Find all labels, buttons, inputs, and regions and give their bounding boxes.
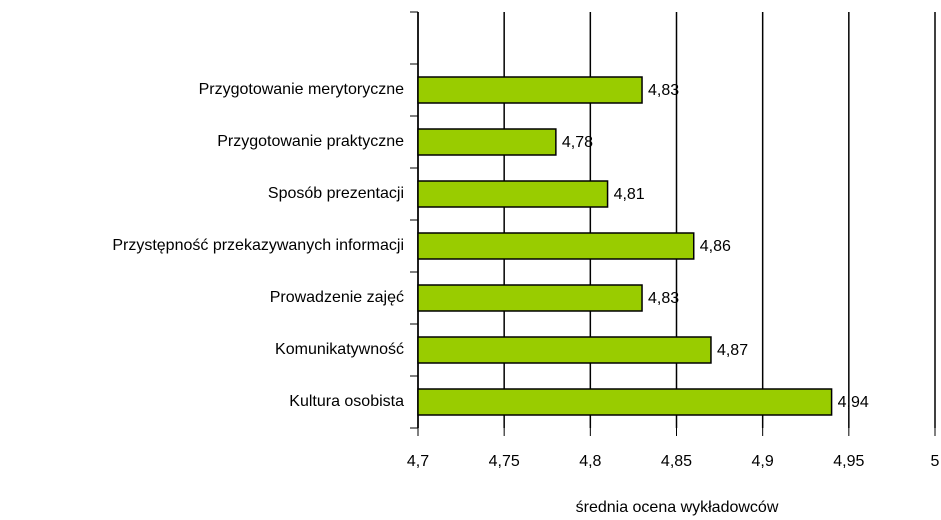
y-tick-label: Prowadzenie zajęć: [270, 289, 404, 306]
bar: [417, 76, 643, 104]
y-tick-label: Przystępność przekazywanych informacji: [112, 237, 404, 254]
y-tick-label: Sposób prezentacji: [268, 185, 404, 202]
x-tick-label: 4,85: [661, 453, 692, 470]
x-tick-label: 4,95: [833, 453, 864, 470]
x-tick-label: 4,9: [752, 453, 774, 470]
value-label: 4,83: [648, 290, 679, 307]
y-tick-label: Przygotowanie praktyczne: [217, 133, 404, 150]
y-tick-label: Kultura osobista: [289, 393, 404, 410]
value-label: 4,78: [562, 134, 593, 151]
x-tick-label: 4,75: [489, 453, 520, 470]
x-tick-label: 5: [931, 453, 940, 470]
bar: [417, 180, 609, 208]
value-label: 4,94: [838, 394, 869, 411]
value-label: 4,83: [648, 82, 679, 99]
y-tick-label: Przygotowanie merytoryczne: [199, 81, 405, 98]
value-label: 4,81: [614, 186, 645, 203]
bar: [417, 232, 695, 260]
bar: [417, 388, 833, 416]
y-tick-label: Komunikatywność: [275, 341, 404, 358]
x-tick-label: 4,8: [579, 453, 601, 470]
bar: [417, 336, 712, 364]
x-axis-title: średnia ocena wykładowców: [576, 499, 779, 516]
x-tick-label: 4,7: [407, 453, 429, 470]
bar: [417, 284, 643, 312]
value-label: 4,87: [717, 342, 748, 359]
value-label: 4,86: [700, 238, 731, 255]
bar: [417, 128, 557, 156]
